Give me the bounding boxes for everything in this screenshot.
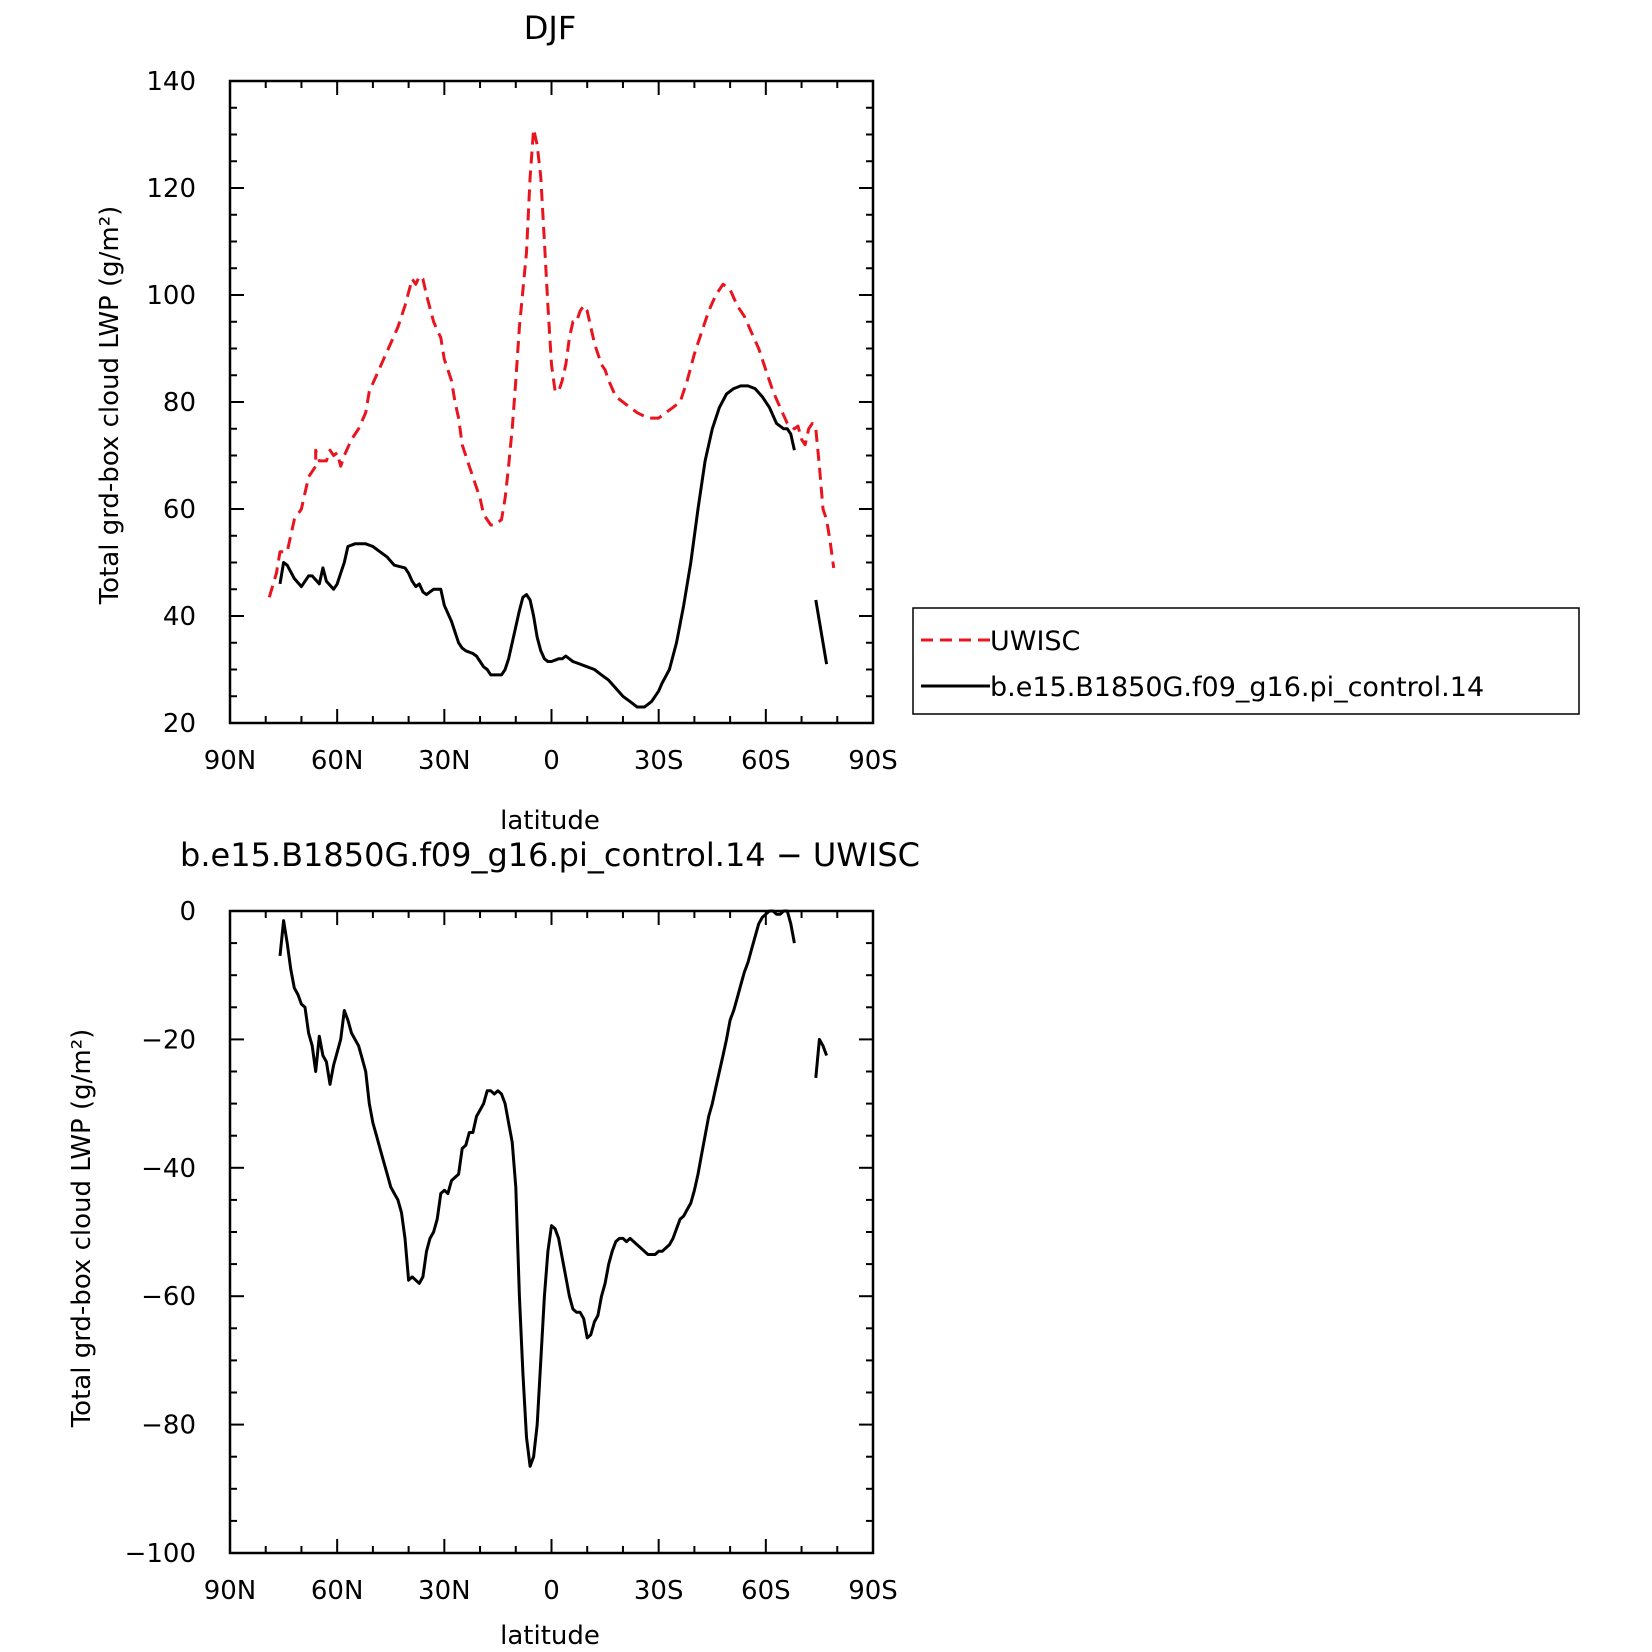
bottom-plot-frame xyxy=(228,909,875,1555)
bottom-x-tick-label: 0 xyxy=(543,1576,560,1606)
bottom-x-tick-label: 60S xyxy=(741,1576,791,1606)
bottom-y-tick-label: 0 xyxy=(179,897,196,927)
bottom-chart-title: b.e15.B1850G.f09_g16.pi_control.14 − UWI… xyxy=(180,836,920,874)
bottom-x-tick-label: 30S xyxy=(634,1576,684,1606)
top-y-tick-label: 60 xyxy=(163,495,196,525)
bottom-x-tick-label: 90N xyxy=(204,1576,257,1606)
top-y-tick-label: 80 xyxy=(163,388,196,418)
top-x-tick-label: 60N xyxy=(311,746,364,776)
top-series-0-line-segment-0 xyxy=(267,127,836,598)
top-x-tick-label: 0 xyxy=(543,746,560,776)
top-x-tick-label: 30N xyxy=(418,746,471,776)
bottom-x-tick-label: 30N xyxy=(418,1576,471,1606)
bottom-y-tick-label: −20 xyxy=(141,1025,196,1055)
top-x-tick-label: 90N xyxy=(204,746,257,776)
top-x-tick-label: 60S xyxy=(741,746,791,776)
bottom-y-tick-label: −40 xyxy=(141,1154,196,1184)
bottom-y-axis-title: Total grd-box cloud LWP (g/m²) xyxy=(67,1029,97,1429)
bottom-series-0-line-segment-0 xyxy=(278,909,796,1468)
bottom-x-axis-title: latitude xyxy=(500,1621,600,1651)
top-y-axis-title: Total grd-box cloud LWP (g/m²) xyxy=(95,206,125,606)
bottom-series-0-line-segment-1 xyxy=(814,1037,829,1079)
bottom-tick-labels: 90N 60N 30N 0 30S 60S 90S −100 −80 −60 −40 −20 0 xyxy=(125,897,898,1606)
top-x-axis-title: latitude xyxy=(500,806,600,836)
top-x-tick-label: 90S xyxy=(848,746,898,776)
bottom-x-tick-label: 90S xyxy=(848,1576,898,1606)
top-plot-frame xyxy=(228,79,875,725)
bottom-y-tick-label: −60 xyxy=(141,1282,196,1312)
bottom-y-tick-label: −80 xyxy=(141,1411,196,1441)
top-y-tick-label: 100 xyxy=(146,281,196,311)
legend-label-uwisc: UWISC xyxy=(990,626,1080,657)
top-y-tick-label: 40 xyxy=(163,602,196,632)
top-y-tick-label: 20 xyxy=(163,709,196,739)
top-series-lines xyxy=(267,127,836,709)
top-y-tick-label: 120 xyxy=(146,174,196,204)
legend: UWISC b.e15.B1850G.f09_g16.pi_control.14 xyxy=(912,607,1580,715)
top-y-tick-label: 140 xyxy=(146,67,196,97)
bottom-series-lines xyxy=(278,909,829,1468)
top-series-1-line-segment-1 xyxy=(814,599,829,665)
top-tick-labels: 90N 60N 30N 0 30S 60S 90S 20 40 60 80 100 120 140 xyxy=(146,67,897,776)
legend-label-control: b.e15.B1850G.f09_g16.pi_control.14 xyxy=(990,672,1484,703)
legend-box xyxy=(912,607,1580,715)
bottom-x-tick-label: 60N xyxy=(311,1576,364,1606)
bottom-ticks xyxy=(229,910,874,1554)
top-series-1-line-segment-0 xyxy=(278,384,796,709)
top-x-tick-label: 30S xyxy=(634,746,684,776)
top-panel: DJF 90N 60N 30N 0 30S 60S 90S 20 40 60 80 100 120 140… xyxy=(95,9,898,836)
top-chart-title: DJF xyxy=(524,9,576,47)
bottom-panel: b.e15.B1850G.f09_g16.pi_control.14 − UWI… xyxy=(67,836,920,1651)
bottom-y-tick-label: −100 xyxy=(125,1539,196,1569)
